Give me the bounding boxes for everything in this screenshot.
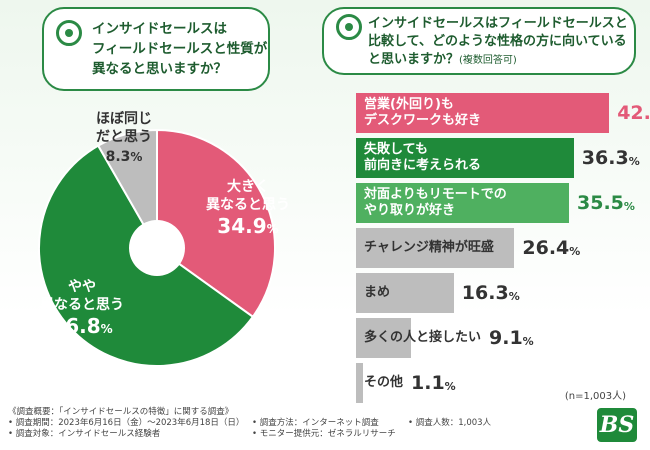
bar-value-sales-and-desk: 42.2% [617,93,650,133]
question-right-line-3-text: と思いますか？ [368,52,460,67]
bar-label-prefer-remote: 対面よりもリモートでの やり取りが好き [364,183,507,223]
bar-value-other: 1.1% [411,363,456,403]
bar-value-prefer-remote: 35.5% [577,183,635,223]
bar-value-number: 42.2 [617,102,650,124]
bar-label-line: まめ [364,285,391,300]
bar-label-likes-people: 多くの人と接したい [364,318,481,358]
pie-label-almost-same: ほぼ同じ だと思う 8.3% [96,110,152,168]
sample-size-note: (n=1,003人) [564,391,626,402]
footer-target: • 調査対象：インサイドセールス経験者 [8,429,161,439]
bar-label-line: その他 [364,375,404,390]
footer-method: • 調査方法：インターネット調査 [252,418,379,428]
bar-likes-people [356,318,411,358]
question-right-line-2: 比較して、どのような性格の方に向いている [368,34,627,49]
bar-value-likes-people: 9.1% [489,318,534,358]
question-left-line-1: インサイドセールスは [92,21,227,37]
pie-value-somewhat-diff-number: 56.8 [51,314,101,338]
bar-sales-and-desk [356,93,610,133]
bar-value-number: 26.4 [522,237,570,259]
bar-value-unit: % [628,154,640,168]
pie-value-unit: % [130,150,143,164]
bar-value-unit: % [623,199,635,213]
bar-label-line: 失敗しても [364,142,428,157]
bar-value-number: 9.1 [489,327,523,349]
pushpin-icon [336,14,362,40]
bar-value-unit: % [522,334,534,348]
bar-label-positive-after-failure: 失敗しても 前向きに考えられる [364,138,481,178]
pie-label-almost-same-line-2: だと思う [96,129,152,145]
bar-label-line: 対面よりもリモートでの [364,187,507,202]
pie-value-unit: % [100,322,113,336]
pie-label-almost-same-line-1: ほぼ同じ [96,111,152,127]
bar-label-line: 多くの人と接したい [364,330,482,345]
pie-label-large-diff: 大きく 異なると思う 34.9% [206,178,290,241]
footer-count: • 調査人数：1,003人 [408,418,492,428]
pie-value-somewhat-diff: 56.8% [40,314,124,341]
footer-provider: • モニター提供元：ゼネラルリサーチ [252,429,396,439]
bar-label-line: デスクワークも好き [364,113,482,128]
pie-center-hole [129,220,185,276]
question-right-box: インサイドセールスはフィールドセールスと 比較して、どのような性格の方に向いてい… [322,7,636,75]
question-right-line-3: と思いますか？(複数回答可) [368,51,626,70]
bar-value-number: 36.3 [581,147,629,169]
bar-label-line: 営業(外回り)も [364,97,454,112]
pushpin-icon [56,20,82,46]
pie-slice-almost-same [96,128,158,252]
bar-label-line: チャレンジ精神が旺盛 [364,240,494,255]
bar-value-positive-after-failure: 36.3% [582,138,640,178]
pie-label-somewhat-diff-line-2: 異なると思う [40,297,124,313]
bar-prefer-remote [356,183,569,223]
bar-label-diligent: まめ [364,273,390,313]
footer-period: • 調査期間：2023年6月16日（金）～2023年6月18日（日） [8,418,245,428]
bar-label-other: その他 [364,363,403,403]
question-left-line-3: 異なると思いますか？ [92,61,227,77]
bar-value-diligent: 16.3% [462,273,520,313]
pie-label-somewhat-diff-line-1: やや [68,279,96,295]
company-logo: BS [597,408,637,442]
pie-value-large-diff-number: 34.9 [217,214,267,238]
pie-label-large-diff-line-1: 大きく [227,179,269,195]
pie-value-unit: % [266,222,279,236]
footer-overview: 《調査概要：「インサイドセールスの特徴」に関する調査》 [8,407,234,417]
question-left-line-2: フィールドセールスと性質が [92,41,268,57]
bar-value-challenging: 26.4% [522,228,580,268]
bar-positive-after-failure [356,138,574,178]
pie-slice-large-diff [156,128,276,319]
multiple-answer-note: (複数回答可) [459,55,517,66]
pie-value-almost-same-number: 8.3 [105,149,131,165]
bar-challenging [356,228,515,268]
bar-value-unit: % [444,379,456,393]
pie-value-large-diff: 34.9% [206,214,290,241]
bar-value-number: 1.1 [411,372,445,394]
pie-value-almost-same: 8.3% [96,146,152,168]
bar-label-line: 前向きに考えられる [364,158,482,173]
bar-label-sales-and-desk: 営業(外回り)も デスクワークも好き [364,93,481,133]
bar-label-line: やり取りが好き [364,203,456,218]
bar-value-number: 35.5 [577,192,624,214]
question-left-box: インサイドセールスは フィールドセールスと性質が 異なると思いますか？ [42,7,270,91]
bar-value-number: 16.3 [461,282,509,304]
bar-label-challenging: チャレンジ精神が旺盛 [364,228,494,268]
bar-value-unit: % [508,289,520,303]
bar-other [356,363,363,403]
bar-diligent [356,273,454,313]
bar-value-unit: % [569,244,581,258]
question-right-line-1: インサイドセールスはフィールドセールスと [368,16,628,31]
pie-label-somewhat-diff: やや 異なると思う 56.8% [40,278,124,341]
pie-label-large-diff-line-2: 異なると思う [206,197,290,213]
